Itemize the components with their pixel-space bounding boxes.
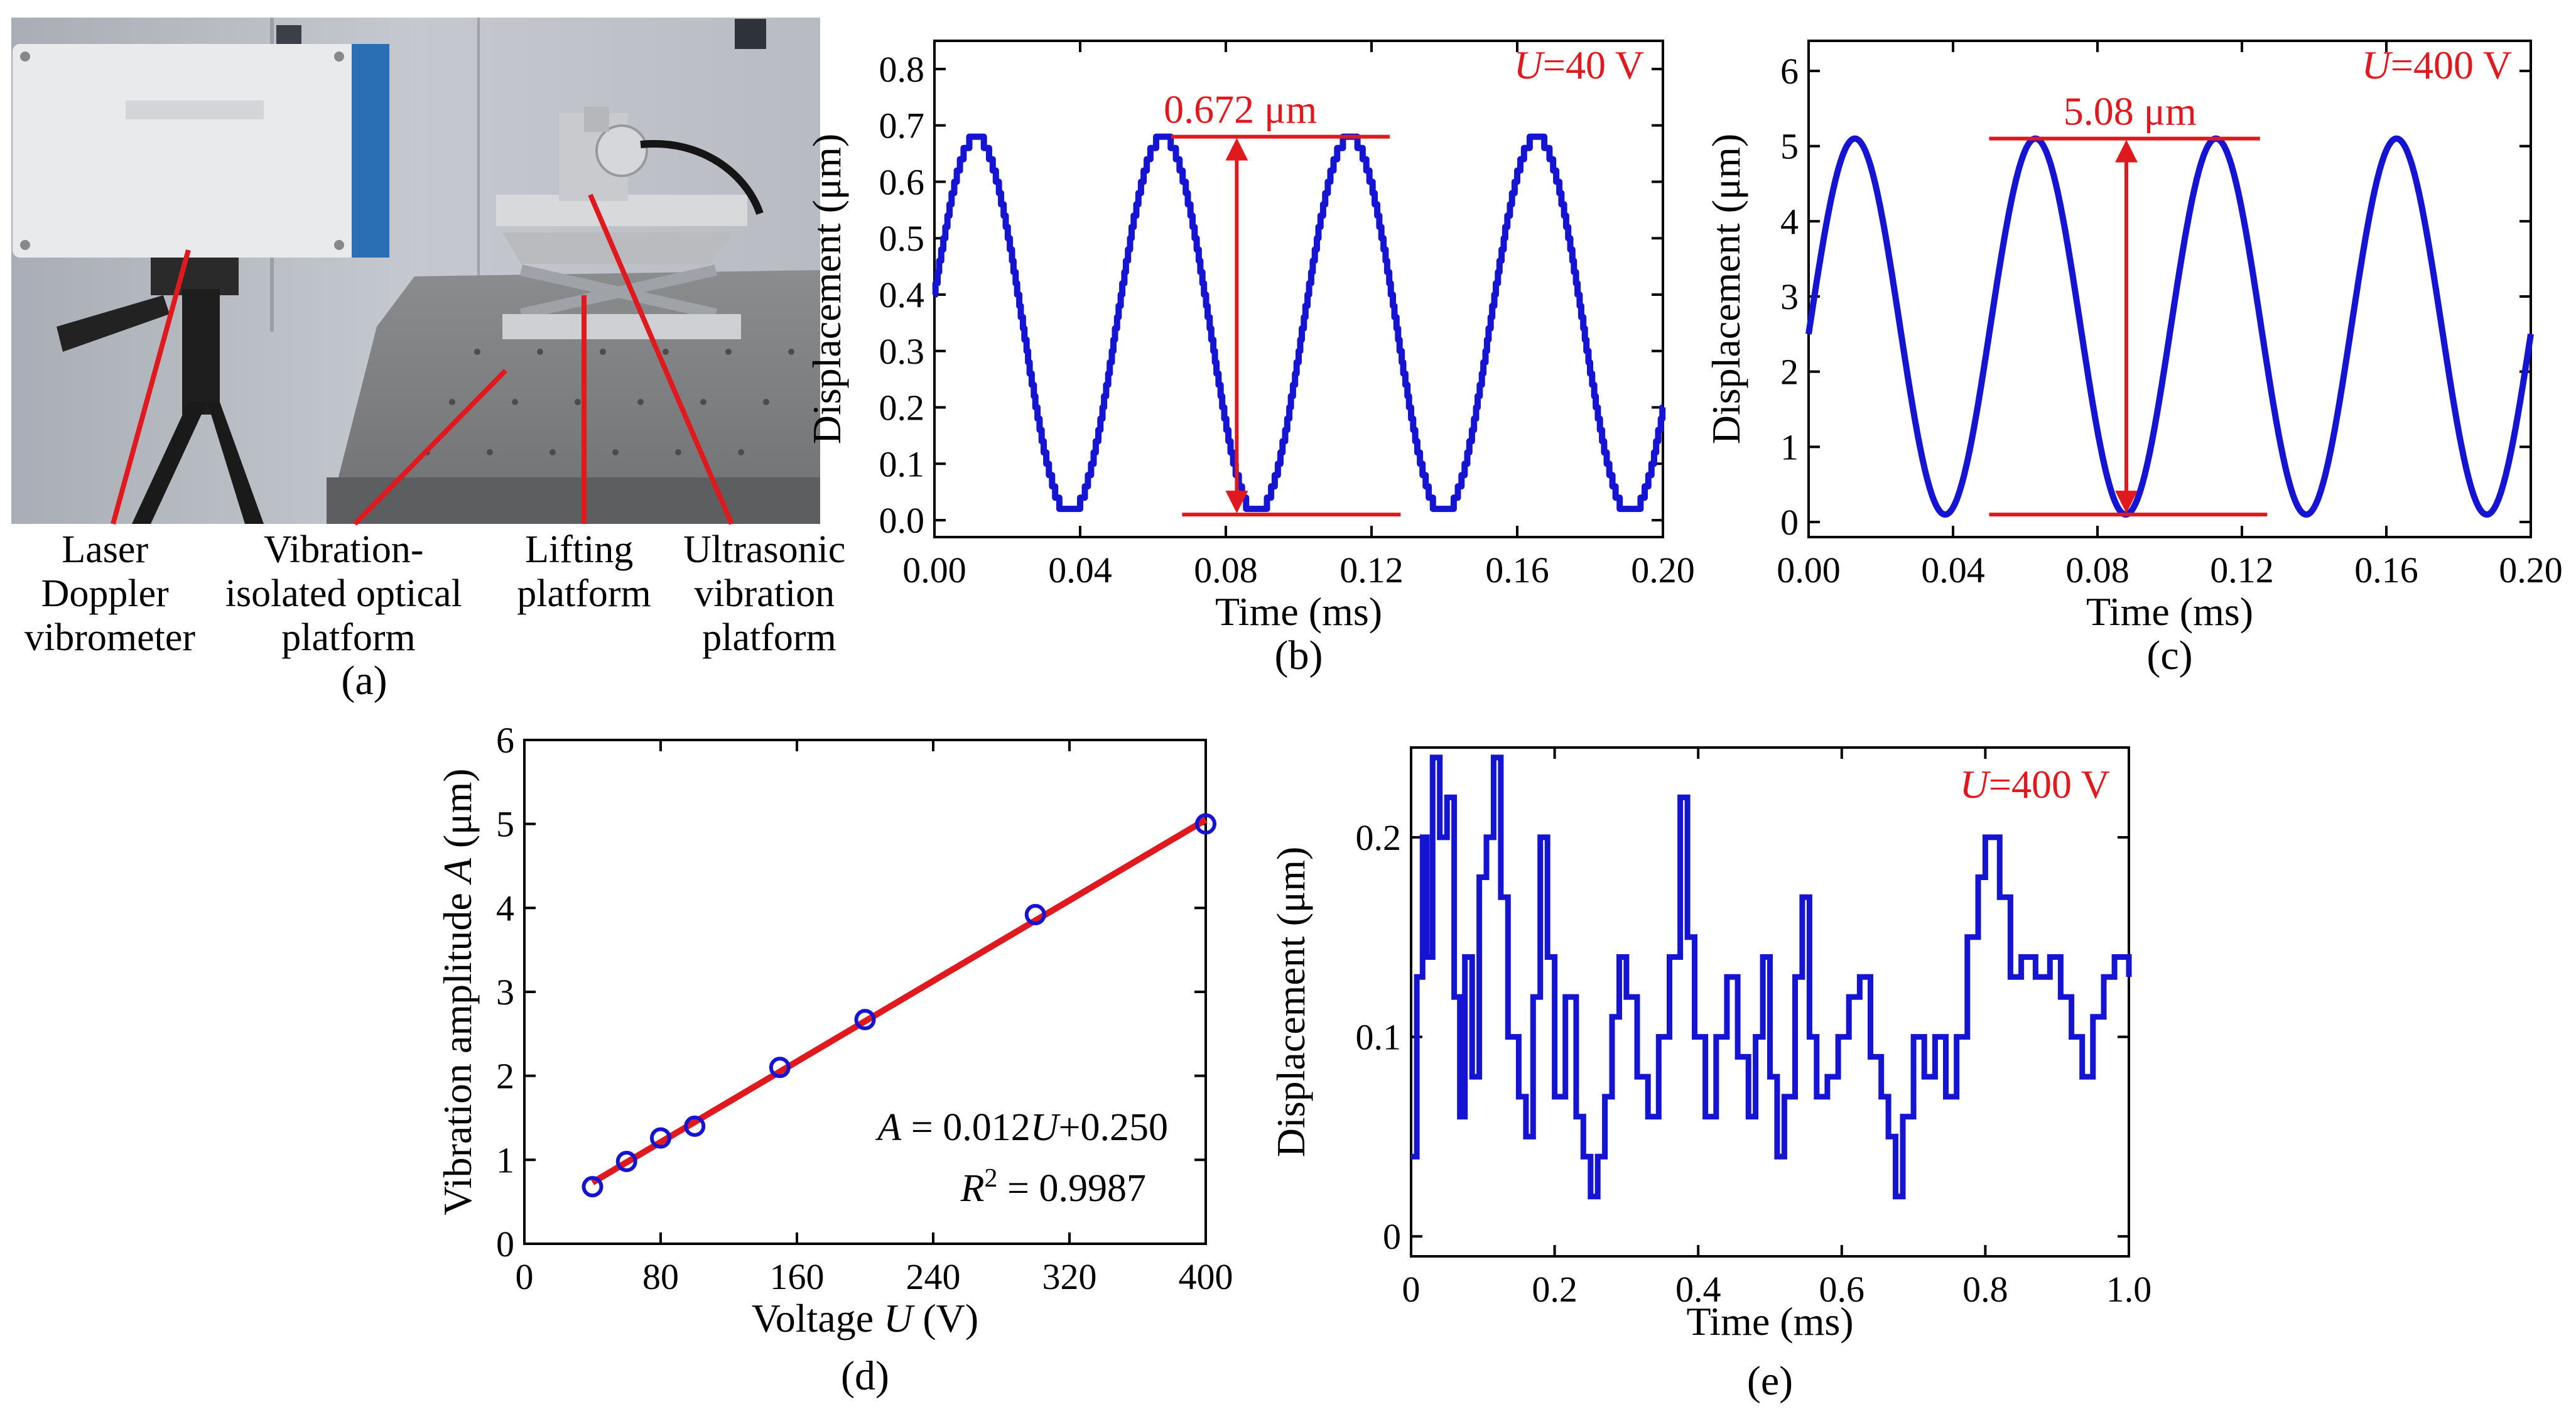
- x-tick-label: 160: [770, 1256, 825, 1297]
- annotation-ultrasonic-platform: Ultrasonic vibration platform: [683, 528, 855, 659]
- x-axis-label: Time (ms): [2086, 589, 2253, 634]
- data-point: [684, 1115, 706, 1137]
- y-tick-label: 0: [1780, 502, 1799, 543]
- y-tick-label: 0.2: [879, 388, 925, 428]
- x-tick-label: 0.2: [1532, 1269, 1578, 1310]
- data-point: [769, 1057, 791, 1079]
- x-tick-label: 240: [906, 1256, 961, 1297]
- y-tick-label: 0.0: [879, 500, 925, 541]
- y-tick-label: 0.7: [879, 106, 925, 146]
- y-tick-label: 1: [496, 1139, 514, 1180]
- condition-label: U=400 V: [2362, 43, 2512, 87]
- annotation-laser-doppler: Laser Doppler vibrometer: [24, 528, 195, 659]
- y-tick-label: 5: [1780, 126, 1799, 167]
- panel-label: (d): [841, 1353, 889, 1399]
- y-axis-label: Displacement (μm): [1704, 134, 1748, 445]
- plot-frame: [1410, 746, 2130, 1258]
- chart-c: 0.00 0.04 0.08 0.12 0.16 0.20 0 1 2 3 4 5 6 5.08 μm U=…: [1704, 40, 2563, 678]
- y-tick-label: 3: [1780, 276, 1799, 317]
- plot-frame: [1807, 40, 2532, 538]
- y-tick-label: 0.1: [879, 443, 925, 484]
- x-tick-label: 0.20: [1631, 550, 1695, 590]
- y-tick-label: 5: [496, 804, 514, 845]
- y-tick-label: 0: [496, 1224, 514, 1264]
- x-tick-label: 0.4: [1675, 1269, 1721, 1310]
- chart-e: 0 0.2 0.4 0.6 0.8 1.0 0 0.1 0.2 U=400 V Time (ms) D…: [1269, 746, 2152, 1404]
- y-tick-label: 6: [496, 720, 514, 761]
- x-tick-label: 0.16: [1485, 550, 1549, 590]
- data-point: [854, 1009, 876, 1031]
- x-axis-label: Time (ms): [1686, 1299, 1853, 1344]
- condition-label: U=40 V: [1514, 43, 1644, 87]
- y-tick-label: 0.6: [879, 161, 925, 202]
- y-tick-label: 0.5: [879, 218, 925, 259]
- x-tick-label: 0.12: [1339, 550, 1404, 590]
- y-tick-label: 6: [1780, 51, 1799, 92]
- x-tick-label: 1.0: [2106, 1269, 2152, 1310]
- y-tick-label: 0.1: [1356, 1017, 1402, 1058]
- x-tick-label: 0.08: [1194, 550, 1258, 590]
- amplitude-label: 5.08 μm: [2064, 89, 2197, 134]
- x-tick-label: 0.00: [1777, 550, 1841, 590]
- x-tick-label: 0.04: [1048, 550, 1112, 590]
- x-tick-label: 0.16: [2354, 550, 2418, 590]
- x-tick-label: 80: [642, 1256, 679, 1297]
- x-tick-label: 320: [1042, 1256, 1097, 1297]
- series-line: [931, 133, 1666, 513]
- y-tick-label: 4: [1780, 201, 1799, 242]
- lab-photo: [11, 18, 820, 524]
- y-tick-label: 0.2: [1356, 817, 1402, 858]
- annotation-vibration-isolated: Vibration- isolated optical platform: [225, 528, 472, 659]
- chart-d: 0 80 160 240 320 400 0 1 2 3 4 5 6 A = 0.012U+0.250 R2…: [435, 720, 1233, 1399]
- y-tick-label: 3: [496, 972, 514, 1013]
- x-axis-label: Voltage U (V): [752, 1296, 978, 1341]
- data-point: [1024, 904, 1046, 926]
- series-line: [1805, 135, 2534, 518]
- chart-b: 0.00 0.04 0.08 0.12 0.16 0.20 0.0 0.1 0.2 0.3 0.4 0…: [804, 40, 1695, 678]
- data-point: [1195, 813, 1216, 835]
- y-tick-label: 0.4: [879, 275, 925, 315]
- y-axis-label: Vibration amplitude A (μm): [435, 768, 480, 1215]
- panel-a-label: (a): [341, 658, 387, 704]
- x-tick-label: 0.08: [2065, 550, 2130, 590]
- x-tick-label: 0.00: [902, 550, 966, 590]
- fit-equation: A = 0.012U+0.250: [875, 1106, 1168, 1149]
- x-tick-label: 0.8: [1962, 1269, 2008, 1310]
- x-tick-label: 0: [1402, 1269, 1421, 1310]
- series-line: [1411, 754, 2132, 1200]
- panel-label: (e): [1747, 1358, 1793, 1404]
- y-tick-label: 0.8: [879, 49, 925, 90]
- y-tick-label: 1: [1780, 427, 1799, 467]
- x-tick-label: 0.04: [1921, 550, 1985, 590]
- panel-label: (c): [2146, 633, 2192, 678]
- panel-a: Laser Doppler vibrometer Vibration- isol…: [11, 18, 855, 704]
- y-axis-label: Displacement (μm): [804, 134, 849, 445]
- x-tick-label: 0: [516, 1256, 534, 1297]
- y-tick-label: 4: [496, 888, 514, 928]
- x-tick-label: 0.20: [2499, 550, 2563, 590]
- x-tick-label: 400: [1179, 1256, 1233, 1297]
- data-point: [615, 1151, 637, 1173]
- data-point: [582, 1176, 603, 1198]
- x-tick-label: 0.12: [2210, 550, 2274, 590]
- r-squared: R2 = 0.9987: [960, 1164, 1146, 1210]
- y-tick-label: 0: [1383, 1216, 1401, 1257]
- data-point: [650, 1127, 671, 1149]
- x-axis-label: Time (ms): [1215, 589, 1382, 634]
- panel-label: (b): [1275, 633, 1323, 678]
- annotation-lifting-platform: Lifting platform: [517, 528, 651, 615]
- fit-line: [590, 817, 1208, 1185]
- condition-label: U=400 V: [1960, 762, 2110, 807]
- y-tick-label: 2: [1780, 352, 1799, 393]
- y-axis-label: Displacement (μm): [1269, 847, 1313, 1158]
- x-tick-label: 0.6: [1819, 1269, 1865, 1310]
- y-tick-label: 0.3: [879, 331, 925, 372]
- y-tick-label: 2: [496, 1056, 514, 1097]
- amplitude-label: 0.672 μm: [1164, 87, 1317, 132]
